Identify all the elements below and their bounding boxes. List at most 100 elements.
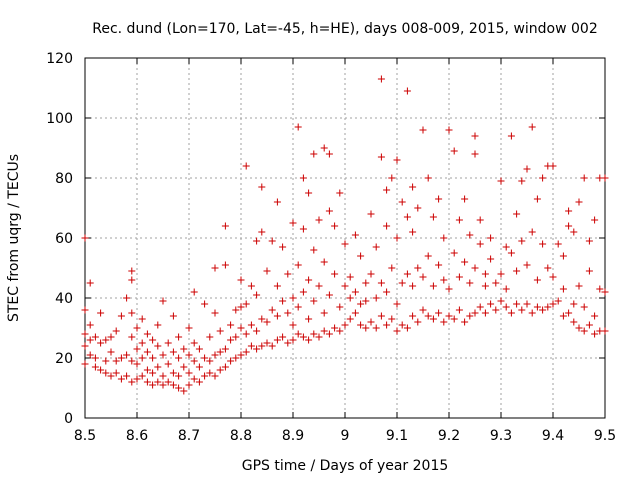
data-point xyxy=(528,309,536,317)
x-tick-label: 8.9 xyxy=(282,428,304,444)
data-point xyxy=(216,366,224,374)
data-point xyxy=(513,267,521,275)
data-point xyxy=(513,210,521,218)
data-point xyxy=(487,300,495,308)
data-point xyxy=(237,303,245,311)
data-point xyxy=(502,243,510,251)
data-point xyxy=(455,273,463,281)
data-point xyxy=(190,288,198,296)
data-point xyxy=(310,297,318,305)
data-point xyxy=(549,273,557,281)
data-point xyxy=(237,324,245,332)
data-points xyxy=(81,75,609,395)
data-point xyxy=(102,336,110,344)
data-point xyxy=(518,237,526,245)
data-point xyxy=(159,351,167,359)
data-point xyxy=(97,339,105,347)
data-point xyxy=(445,126,453,134)
data-point xyxy=(180,387,188,395)
y-tick-label: 80 xyxy=(55,171,73,187)
data-point xyxy=(372,243,380,251)
data-point xyxy=(325,330,333,338)
data-point xyxy=(533,276,541,284)
data-point xyxy=(424,252,432,260)
data-point xyxy=(320,327,328,335)
x-tick-label: 8.6 xyxy=(126,428,148,444)
data-point xyxy=(580,327,588,335)
data-point xyxy=(221,345,229,353)
data-point xyxy=(232,333,240,341)
data-point xyxy=(507,132,515,140)
data-point xyxy=(273,336,281,344)
data-point xyxy=(154,342,162,350)
data-point xyxy=(570,318,578,326)
data-point xyxy=(565,309,573,317)
data-point xyxy=(539,174,547,182)
data-point xyxy=(341,321,349,329)
data-point xyxy=(263,339,271,347)
data-point xyxy=(86,321,94,329)
data-point xyxy=(461,195,469,203)
data-point xyxy=(253,291,261,299)
data-point xyxy=(585,237,593,245)
data-point xyxy=(596,285,604,293)
data-point xyxy=(424,312,432,320)
x-tick-label: 9.4 xyxy=(542,428,564,444)
data-point xyxy=(294,123,302,131)
data-point xyxy=(138,339,146,347)
data-point xyxy=(320,309,328,317)
data-point xyxy=(185,324,193,332)
data-point xyxy=(450,249,458,257)
data-point xyxy=(357,252,365,260)
data-point xyxy=(253,237,261,245)
data-point xyxy=(440,276,448,284)
x-tick-label: 8.8 xyxy=(230,428,252,444)
data-point xyxy=(294,303,302,311)
data-point xyxy=(455,306,463,314)
data-point xyxy=(268,237,276,245)
data-point xyxy=(549,300,557,308)
data-point xyxy=(341,240,349,248)
data-point xyxy=(107,333,115,341)
data-point xyxy=(180,363,188,371)
data-point xyxy=(414,204,422,212)
data-point xyxy=(242,348,250,356)
data-point xyxy=(107,372,115,380)
data-point xyxy=(273,198,281,206)
data-point xyxy=(476,240,484,248)
data-point xyxy=(414,318,422,326)
data-point xyxy=(403,213,411,221)
data-point xyxy=(471,150,479,158)
data-point xyxy=(377,312,385,320)
data-point xyxy=(159,372,167,380)
data-point xyxy=(409,312,417,320)
data-point xyxy=(377,153,385,161)
data-point xyxy=(471,309,479,317)
data-point xyxy=(502,303,510,311)
data-point xyxy=(289,219,297,227)
data-point xyxy=(429,282,437,290)
data-point xyxy=(585,321,593,329)
data-point xyxy=(601,327,609,335)
data-point xyxy=(367,270,375,278)
data-point xyxy=(138,372,146,380)
data-point xyxy=(575,198,583,206)
data-point xyxy=(445,285,453,293)
data-point xyxy=(268,306,276,314)
data-point xyxy=(372,324,380,332)
data-point xyxy=(393,300,401,308)
data-point xyxy=(445,312,453,320)
data-point xyxy=(216,348,224,356)
data-point xyxy=(201,354,209,362)
data-point xyxy=(523,165,531,173)
data-point xyxy=(91,363,99,371)
data-point xyxy=(133,324,141,332)
data-point xyxy=(565,222,573,230)
data-point xyxy=(149,381,157,389)
data-point xyxy=(320,258,328,266)
data-point xyxy=(570,228,578,236)
data-point xyxy=(299,333,307,341)
data-point xyxy=(461,318,469,326)
data-point xyxy=(258,342,266,350)
data-point xyxy=(450,147,458,155)
